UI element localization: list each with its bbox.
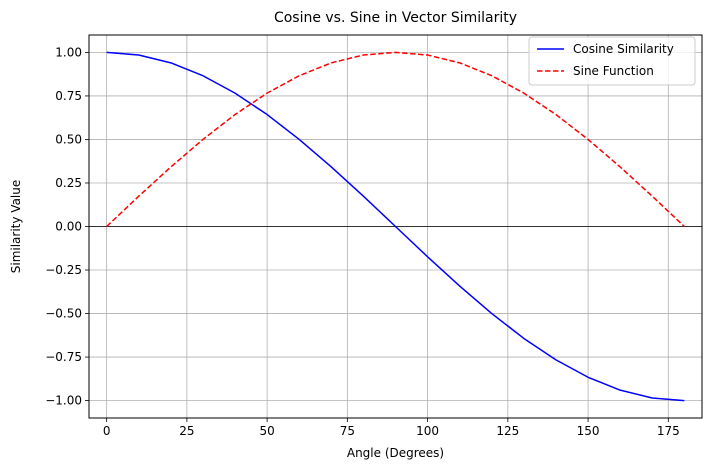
legend-label-sine: Sine Function bbox=[573, 64, 654, 78]
x-axis-ticks: 0 25 50 75 100 125 150 175 bbox=[103, 418, 680, 438]
x-tick-label: 175 bbox=[657, 424, 680, 438]
x-tick-label: 125 bbox=[496, 424, 519, 438]
legend-label-cosine: Cosine Similarity bbox=[573, 42, 674, 56]
y-tick-label: 0.00 bbox=[55, 220, 82, 234]
x-tick-label: 100 bbox=[416, 424, 439, 438]
x-tick-label: 0 bbox=[103, 424, 111, 438]
legend-box bbox=[528, 36, 696, 86]
y-tick-label: 0.25 bbox=[55, 176, 82, 190]
legend: Cosine Similarity Sine Function bbox=[528, 36, 696, 86]
y-tick-label: 0.75 bbox=[55, 89, 82, 103]
y-tick-label: −1.00 bbox=[45, 394, 82, 408]
y-axis-ticks: 1.00 0.75 0.50 0.25 0.00 −0.25 −0.50 −0.75 −1.00 bbox=[45, 45, 89, 408]
x-axis-label: Angle (Degrees) bbox=[347, 446, 444, 460]
x-tick-label: 50 bbox=[259, 424, 274, 438]
cosine-series-line bbox=[106, 51, 685, 402]
x-tick-label: 25 bbox=[179, 424, 194, 438]
y-tick-label: −0.25 bbox=[45, 263, 82, 277]
x-tick-label: 75 bbox=[340, 424, 355, 438]
y-tick-label: 1.00 bbox=[55, 45, 82, 59]
y-tick-label: −0.75 bbox=[45, 350, 82, 364]
series-layer bbox=[106, 51, 685, 402]
y-tick-label: −0.50 bbox=[45, 307, 82, 321]
x-tick-label: 150 bbox=[577, 424, 600, 438]
y-tick-label: 0.50 bbox=[55, 132, 82, 146]
chart-title: Cosine vs. Sine in Vector Similarity bbox=[274, 10, 517, 26]
sine-series-line bbox=[106, 51, 685, 228]
y-axis-label: Similarity Value bbox=[9, 180, 23, 274]
